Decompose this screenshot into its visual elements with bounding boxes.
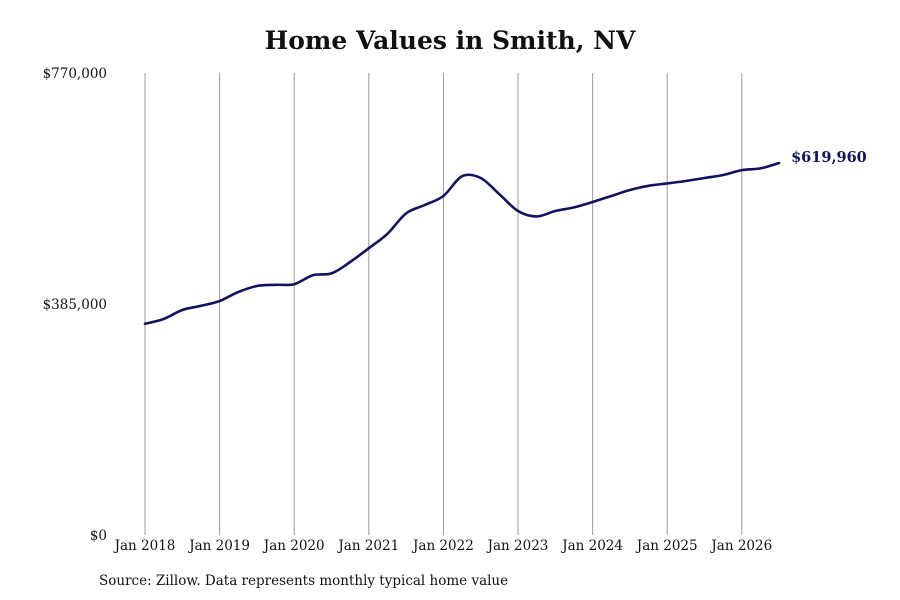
x-tick-label: Jan 2023 <box>486 538 549 554</box>
x-tick-label: Jan 2020 <box>262 538 325 554</box>
y-tick-label: $0 <box>90 528 107 544</box>
x-tick-label: Jan 2024 <box>560 538 623 554</box>
x-tick-label: Jan 2022 <box>411 538 474 554</box>
chart-title: Home Values in Smith, NV <box>264 26 636 55</box>
x-tick-label: Jan 2018 <box>113 538 176 554</box>
grid-lines <box>144 73 743 535</box>
x-tick-label: Jan 2019 <box>187 538 250 554</box>
x-axis: Jan 2018 Jan 2019 Jan 2020 Jan 2021 Jan 2022… <box>113 538 773 554</box>
series-line <box>143 161 781 326</box>
source-note: Source: Zillow. Data represents monthly … <box>99 573 509 589</box>
y-axis: $0 $385,000 $770,000 <box>43 66 107 544</box>
x-tick-label: Jan 2021 <box>336 538 399 554</box>
x-tick-label: Jan 2026 <box>709 538 772 554</box>
y-tick-label: $385,000 <box>43 297 107 313</box>
x-tick-label: Jan 2025 <box>635 538 698 554</box>
end-value-label: $619,960 <box>791 149 867 166</box>
y-tick-label: $770,000 <box>43 66 107 82</box>
